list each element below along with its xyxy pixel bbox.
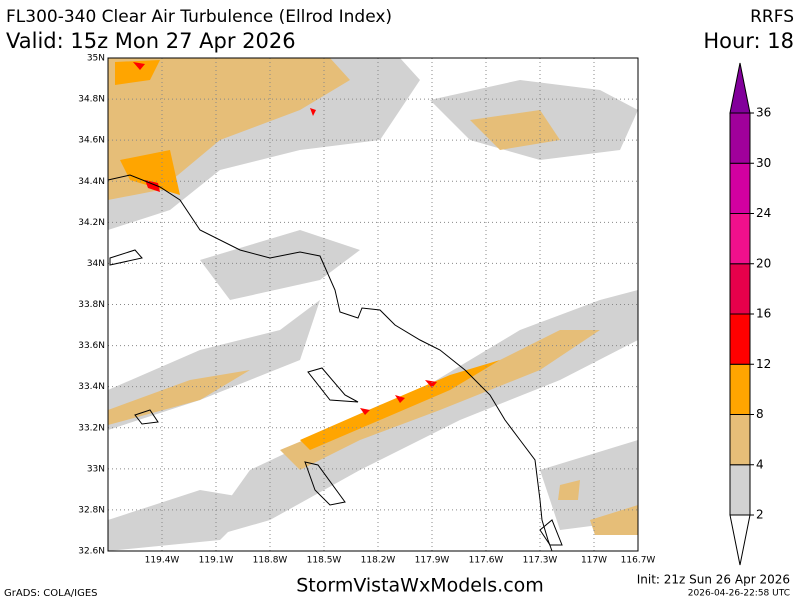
model: RRFS — [750, 7, 794, 27]
lat-label: 33.2N — [78, 423, 105, 433]
turbulence-field — [108, 58, 638, 551]
map: 35N 34.8N 34.6N 34.4N 34.2N 34N 33.8N 33.6N 33.4… — [78, 54, 655, 566]
colorbar-segment — [729, 112, 751, 164]
lat-label: 33N — [87, 464, 105, 474]
lon-label: 118.5W — [307, 556, 342, 566]
colorbar-label: 20 — [756, 256, 771, 270]
valid-time: Valid: 15z Mon 27 Apr 2026 — [6, 29, 296, 53]
lat-label: 32.6N — [78, 547, 105, 557]
colorbar-label: 2 — [756, 508, 764, 522]
colorbar-segment — [729, 363, 751, 415]
lat-label: 34.8N — [78, 95, 105, 105]
colorbar-segment — [729, 213, 751, 265]
credit: GrADS: COLA/IGES — [4, 588, 98, 599]
lon-label: 119.1W — [199, 556, 234, 566]
lon-label: 119.4W — [145, 556, 180, 566]
colorbar-label: 12 — [756, 357, 771, 371]
lon-label: 117.3W — [523, 556, 558, 566]
colorbar-label: 24 — [756, 206, 771, 220]
colorbar-segment — [729, 464, 751, 516]
timestamp: 2026-04-26-22:58 UTC — [688, 589, 790, 599]
lon-label: 117.9W — [415, 556, 450, 566]
island — [539, 519, 563, 546]
colorbar-end — [729, 62, 751, 114]
colorbar-segment — [729, 162, 751, 214]
lat-label: 34.6N — [78, 136, 105, 146]
grid: 35N 34.8N 34.6N 34.4N 34.2N 34N 33.8N 33.6N 33.4… — [78, 54, 655, 566]
init-time: Init: 21z Sun 26 Apr 2026 — [637, 573, 790, 587]
map-frame — [107, 57, 639, 552]
colorbar-label: 16 — [756, 307, 771, 321]
colorbar-segment — [729, 313, 751, 365]
lat-label: 35N — [87, 54, 105, 64]
island — [304, 461, 346, 506]
colorbar-label: 8 — [756, 407, 764, 421]
lat-label: 34.2N — [78, 218, 105, 228]
lon-label: 116.7W — [621, 556, 656, 566]
colorbar-label: 36 — [756, 106, 771, 120]
lat-label: 34N — [87, 259, 105, 269]
lat-label: 34.4N — [78, 177, 105, 187]
island — [134, 409, 159, 425]
island — [109, 249, 143, 266]
lon-label: 118.8W — [253, 556, 288, 566]
title: FL300-340 Clear Air Turbulence (Ellrod I… — [6, 7, 392, 27]
island — [307, 367, 359, 403]
colorbar-label: 30 — [756, 156, 771, 170]
lon-label: 117W — [581, 556, 607, 566]
colorbar-segment — [729, 414, 751, 466]
coastline — [107, 174, 553, 552]
colorbar-end — [729, 514, 751, 566]
site: StormVistaWxModels.com — [296, 575, 544, 597]
lon-label: 117.6W — [469, 556, 504, 566]
lat-label: 33.6N — [78, 341, 105, 351]
lat-label: 32.8N — [78, 505, 105, 515]
colorbar-label: 4 — [756, 457, 764, 471]
colorbar-segment — [729, 263, 751, 315]
hour: Hour: 18 — [703, 29, 794, 53]
lat-label: 33.8N — [78, 300, 105, 310]
lon-label: 118.2W — [361, 556, 396, 566]
lat-label: 33.4N — [78, 382, 105, 392]
